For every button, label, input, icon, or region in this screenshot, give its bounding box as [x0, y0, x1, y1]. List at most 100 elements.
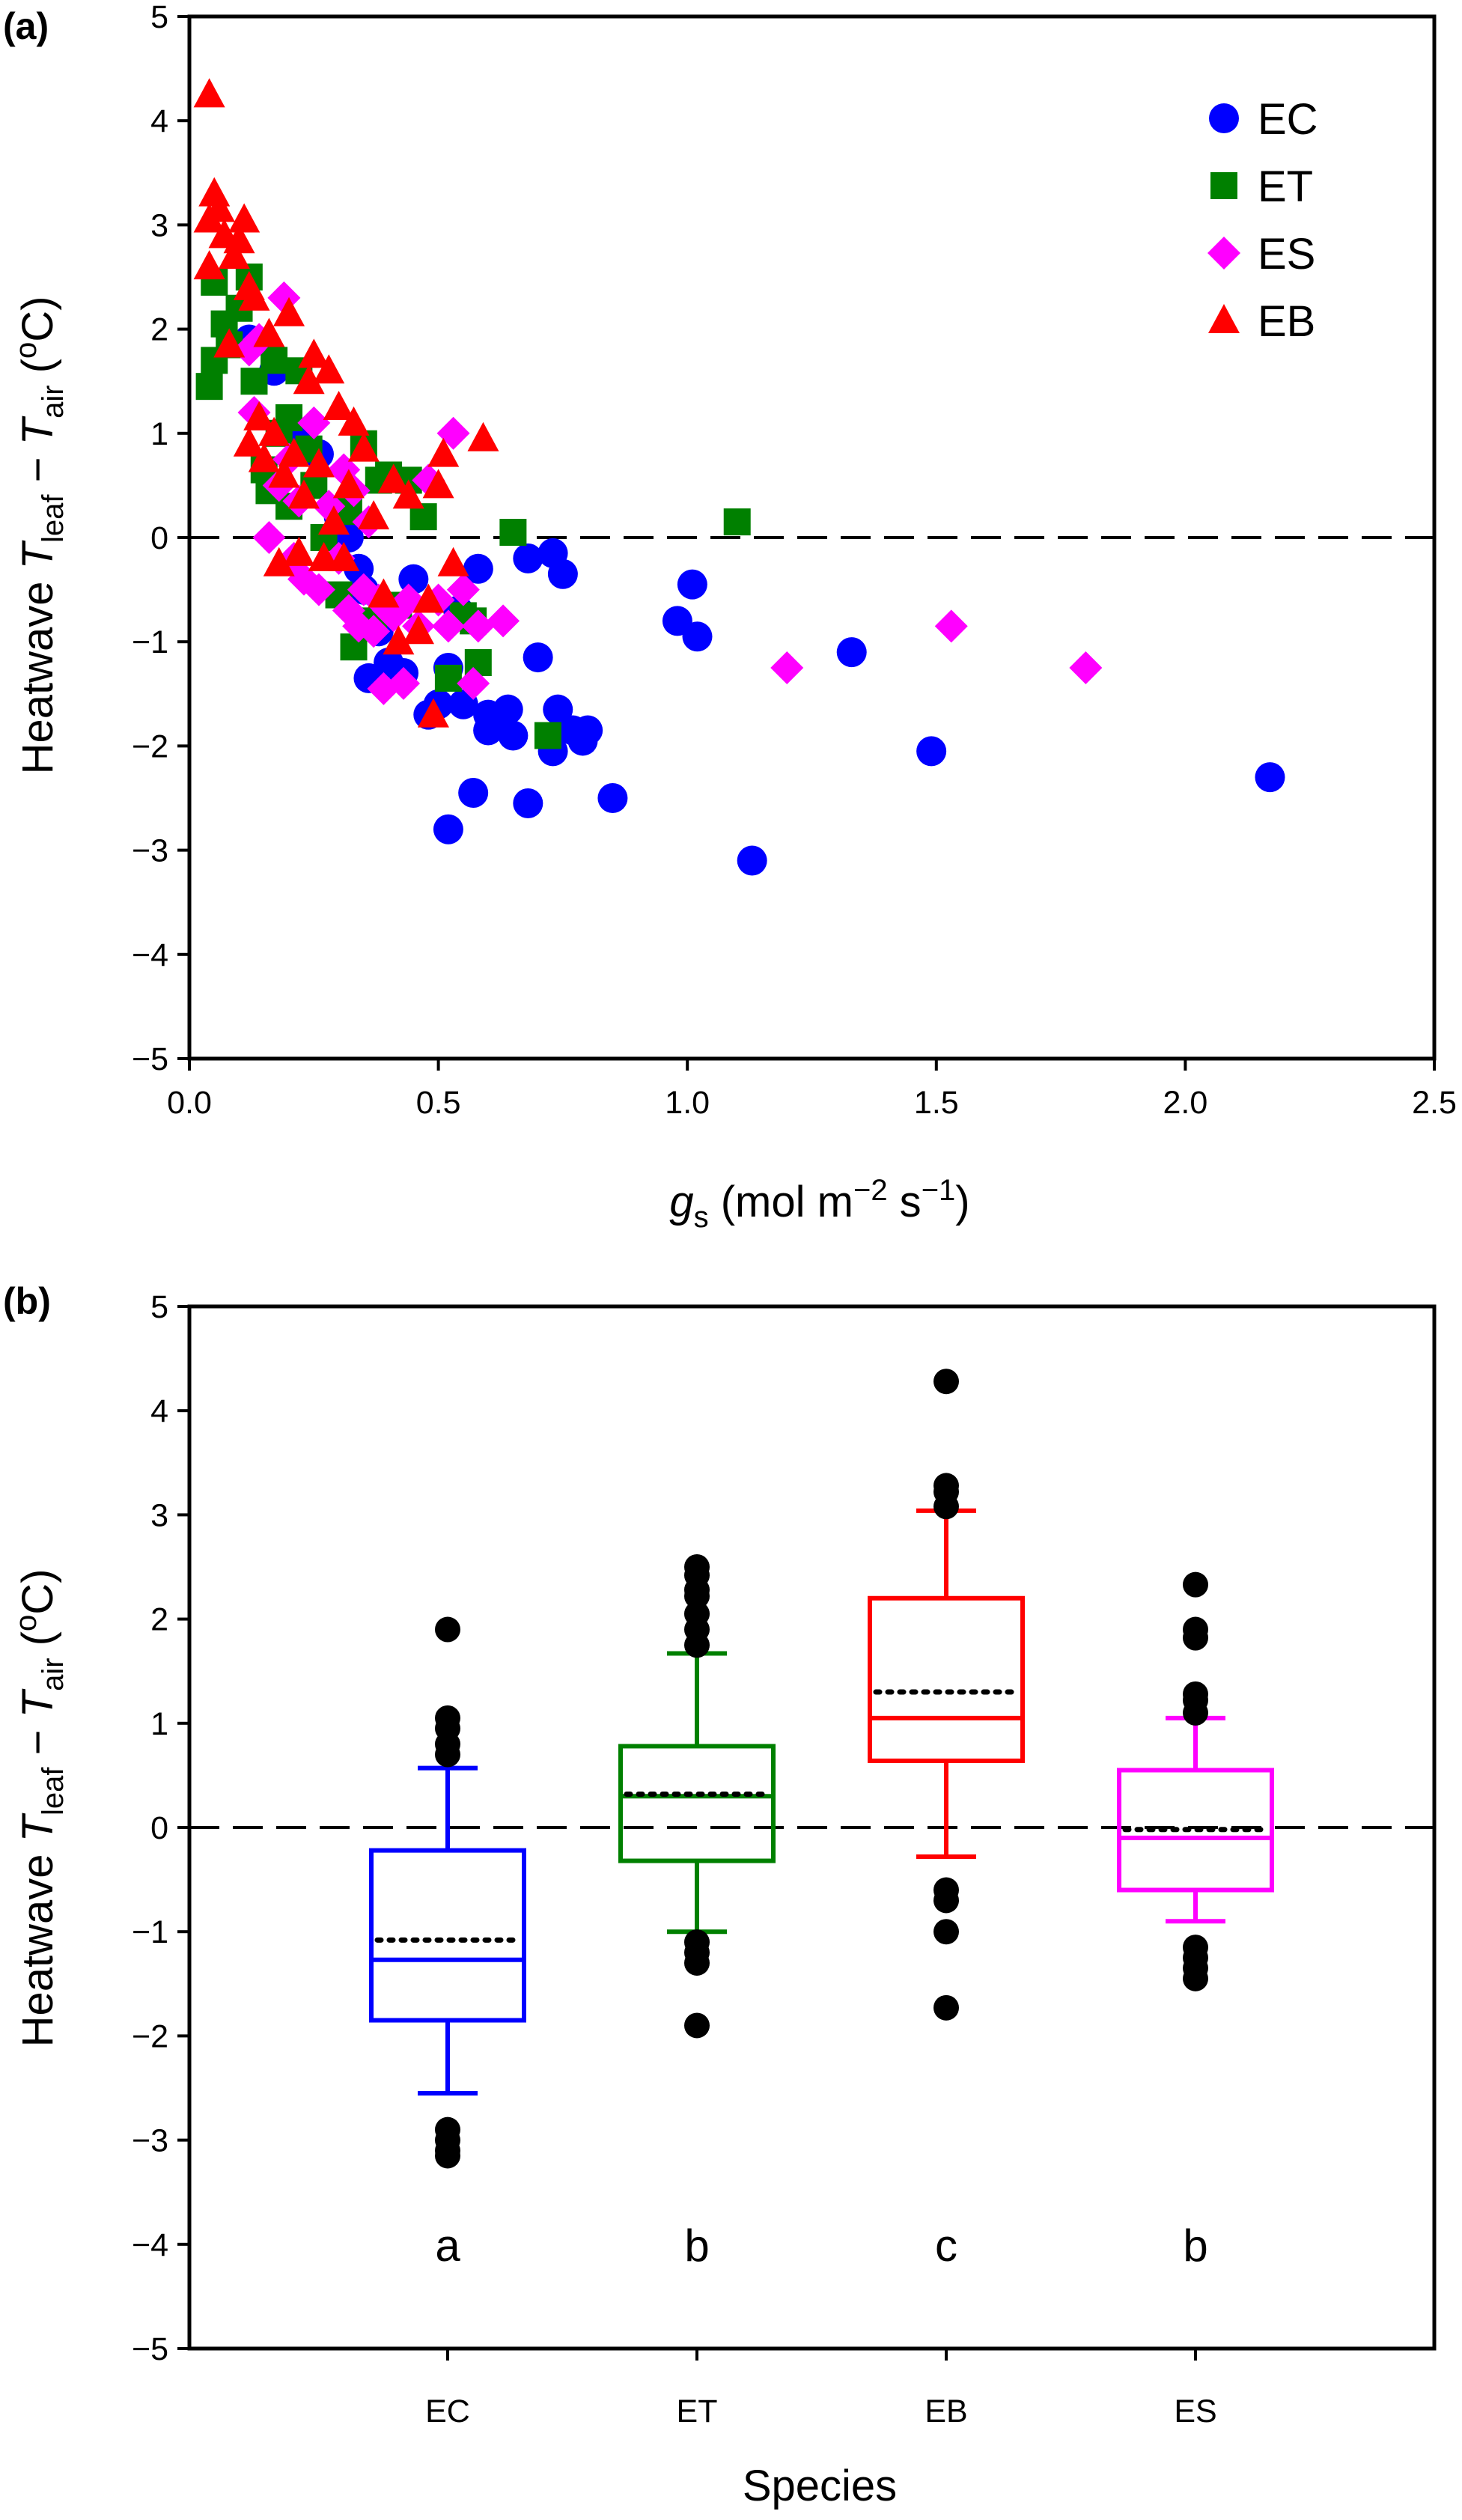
- y-tick-label: −3: [132, 2123, 168, 2159]
- legend-marker-et: [1210, 172, 1237, 199]
- panel-b: (b) Heatwave Tleaf − Tair (oC) Species −…: [3, 1280, 1437, 2510]
- point-es: [431, 609, 465, 643]
- point-et: [275, 404, 303, 431]
- significance-letter-es: b: [1183, 2221, 1207, 2271]
- panel-b-plot-frame: [187, 1304, 1437, 2351]
- point-et: [499, 519, 527, 547]
- legend-marker-es: [1207, 237, 1240, 270]
- point-ec: [682, 621, 713, 652]
- y-tick-label: −1: [132, 1914, 168, 1950]
- point-es: [357, 615, 391, 648]
- y-tick-label: −2: [132, 728, 168, 764]
- point-eb: [402, 615, 434, 645]
- point-eb: [233, 427, 265, 457]
- outlier-point-eb: [933, 1887, 959, 1914]
- panel-b-y-axis-label: Heatwave Tleaf − Tair (oC): [10, 1569, 70, 2048]
- outlier-point-et: [684, 1632, 710, 1658]
- panel-a-label: (a): [3, 5, 49, 47]
- legend-label-eb: EB: [1258, 297, 1315, 346]
- point-eb: [328, 541, 360, 571]
- point-ec: [547, 559, 578, 589]
- x-tick-label: 0.5: [416, 1085, 461, 1121]
- point-et: [195, 373, 223, 401]
- panel-a-x-axis-label: gs (mol m−2 s−1): [669, 1174, 969, 1234]
- outlier-point-et: [684, 1950, 710, 1976]
- point-eb: [302, 448, 335, 478]
- point-eb: [193, 250, 225, 280]
- legend-label-es: ES: [1258, 230, 1315, 279]
- point-eb: [298, 338, 330, 368]
- point-eb: [238, 281, 270, 311]
- point-eb: [332, 469, 365, 499]
- x-tick-label: 1.0: [665, 1085, 710, 1121]
- y-tick-label: 0: [150, 520, 168, 556]
- y-tick-label: 4: [150, 103, 168, 139]
- point-eb: [283, 536, 315, 566]
- legend-label-et: ET: [1258, 162, 1313, 211]
- y-tick-label: 0: [150, 1810, 168, 1846]
- outlier-point-eb: [933, 1919, 959, 1945]
- point-eb: [427, 437, 460, 467]
- y-tick-label: 2: [150, 1602, 168, 1638]
- point-eb: [273, 296, 305, 326]
- point-eb: [317, 505, 350, 535]
- point-eb: [308, 541, 340, 571]
- point-eb: [253, 317, 285, 347]
- outlier-point-es: [1183, 1699, 1208, 1726]
- point-eb: [392, 479, 424, 509]
- y-tick-label: 3: [150, 1497, 168, 1533]
- point-es: [487, 604, 520, 638]
- point-es: [457, 666, 490, 700]
- legend-label-ec: EC: [1258, 95, 1318, 144]
- x-tick-label: EB: [925, 2393, 967, 2429]
- point-eb: [323, 391, 355, 420]
- y-tick-label: −3: [132, 833, 168, 869]
- point-es: [1069, 651, 1103, 684]
- panel-a-data-points: [193, 78, 1285, 876]
- point-es: [770, 651, 804, 684]
- point-eb: [347, 432, 380, 462]
- panel-b-x-axis-label: Species: [743, 2462, 897, 2510]
- y-tick-label: −1: [132, 624, 168, 660]
- point-es: [461, 609, 495, 643]
- point-eb: [383, 625, 415, 655]
- point-eb: [287, 479, 320, 509]
- point-es: [297, 406, 331, 439]
- significance-letter-eb: c: [935, 2221, 957, 2271]
- panel-a: (a) Heatwave Tleaf − Tair (oC) gs (mol m…: [3, 0, 1457, 1234]
- panel-b-ticks: −5 −4 −3 −2 −1 0 1 2 3 4 5 EC ET EB ES: [132, 1289, 1217, 2429]
- point-eb: [338, 406, 370, 436]
- point-et: [723, 508, 751, 536]
- y-tick-label: 5: [150, 0, 168, 35]
- point-eb: [278, 437, 310, 467]
- y-tick-label: −5: [132, 1041, 168, 1077]
- point-eb: [193, 78, 225, 108]
- box-es: [1117, 1768, 1274, 1893]
- y-tick-label: 5: [150, 1289, 168, 1325]
- point-eb: [198, 177, 231, 207]
- outlier-point-eb: [933, 1369, 959, 1395]
- y-tick-label: −4: [132, 2227, 168, 2263]
- x-tick-label: EC: [425, 2393, 470, 2429]
- point-eb: [422, 469, 454, 499]
- panel-a-legend: EC ET ES EB: [1207, 95, 1318, 346]
- outlier-point-eb: [933, 1994, 959, 2021]
- x-tick-label: ES: [1174, 2393, 1216, 2429]
- point-ec: [463, 553, 493, 584]
- y-tick-label: 1: [150, 416, 168, 452]
- legend-marker-eb: [1208, 304, 1240, 333]
- point-ec: [498, 720, 529, 751]
- outlier-point-et: [684, 1583, 710, 1609]
- point-ec: [836, 637, 867, 668]
- point-et: [261, 347, 288, 374]
- x-tick-label: 2.5: [1412, 1085, 1457, 1121]
- x-tick-label: 1.5: [914, 1085, 959, 1121]
- outlier-point-es: [1183, 1571, 1208, 1598]
- y-tick-label: −5: [132, 2331, 168, 2367]
- point-ec: [513, 788, 543, 818]
- point-ec: [737, 845, 767, 876]
- point-ec: [493, 694, 523, 725]
- x-tick-label: 0.0: [167, 1085, 212, 1121]
